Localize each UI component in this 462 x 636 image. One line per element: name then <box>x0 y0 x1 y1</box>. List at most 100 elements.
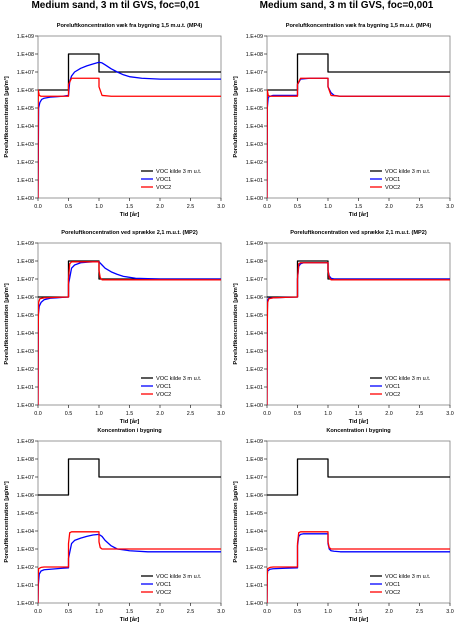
y-tick-label: 1.E+00 <box>246 196 263 202</box>
series-line-2 <box>267 262 450 405</box>
x-axis-label: Tid [år] <box>349 211 369 218</box>
x-tick-label: 1.0 <box>324 204 332 210</box>
x-tick-label: 1.0 <box>324 609 332 615</box>
y-tick-label: 1.E+00 <box>246 403 263 409</box>
x-tick-label: 2.5 <box>416 411 424 417</box>
y-tick-label: 1.E+06 <box>246 295 263 301</box>
y-tick-label: 1.E+02 <box>246 565 263 571</box>
series-line-2 <box>38 533 221 603</box>
legend-label: VOC kilde 3 m u.t. <box>385 574 431 580</box>
series-line-1 <box>38 458 221 496</box>
y-axis-label: Poreluftkoncentration [µg/m³] <box>3 76 10 157</box>
y-axis-label: Poreluftkoncentration [µg/m³] <box>3 481 10 562</box>
legend-label: VOC1 <box>156 582 171 588</box>
legend-label: VOC1 <box>385 384 400 390</box>
y-tick-label: 1.E+04 <box>246 331 263 337</box>
x-tick-label: 0.0 <box>34 204 42 210</box>
y-tick-label: 1.E+09 <box>246 439 263 445</box>
y-tick-label: 1.E+03 <box>17 142 34 148</box>
chart-panel-1: Poreluftkoncentration væk fra bygning 1,… <box>3 23 225 218</box>
x-tick-label: 2.0 <box>156 609 164 615</box>
x-tick-label: 2.5 <box>416 204 424 210</box>
y-tick-label: 1.E+07 <box>17 277 34 283</box>
y-tick-label: 1.E+02 <box>17 160 34 166</box>
y-tick-label: 1.E+07 <box>246 277 263 283</box>
x-tick-label: 1.0 <box>95 609 103 615</box>
y-tick-label: 1.E+08 <box>17 259 34 265</box>
chart-panel-3: Poreluftkoncentration ved sprække 2,1 m.… <box>3 230 225 425</box>
y-tick-label: 1.E+01 <box>246 178 263 184</box>
y-tick-label: 1.E+01 <box>17 178 34 184</box>
series-line-3 <box>267 262 450 405</box>
x-tick-label: 1.0 <box>95 411 103 417</box>
y-tick-label: 1.E+00 <box>246 601 263 607</box>
y-axis-label: Poreluftkoncentration [µg/m³] <box>232 76 239 157</box>
y-tick-label: 1.E+03 <box>246 349 263 355</box>
series-line-3 <box>267 531 450 603</box>
y-tick-label: 1.E+05 <box>246 511 263 517</box>
y-tick-label: 1.E+09 <box>17 439 34 445</box>
x-tick-label: 0.0 <box>34 411 42 417</box>
series-line-2 <box>38 61 221 198</box>
column-title-right: Medium sand, 3 m til GVS, foc=0,001 <box>259 0 434 11</box>
x-tick-label: 1.5 <box>355 204 363 210</box>
x-tick-label: 2.0 <box>156 411 164 417</box>
y-tick-label: 1.E+04 <box>246 529 263 535</box>
x-tick-label: 0.5 <box>294 609 302 615</box>
legend-label: VOC1 <box>385 177 400 183</box>
y-tick-label: 1.E+03 <box>246 142 263 148</box>
y-tick-label: 1.E+03 <box>246 547 263 553</box>
column-title-left: Medium sand, 3 m til GVS, foc=0,01 <box>31 0 200 11</box>
x-axis-label: Tid [år] <box>120 418 140 425</box>
y-tick-label: 1.E+07 <box>246 475 263 481</box>
chart-title: Poreluftkoncentration ved sprække 2,1 m.… <box>290 230 427 236</box>
y-tick-label: 1.E+03 <box>17 349 34 355</box>
chart-panel-6: Koncentration i bygning 1.E+00 1.E+01 1.E+0… <box>232 428 454 623</box>
series-line-2 <box>38 261 221 405</box>
x-tick-label: 1.0 <box>95 204 103 210</box>
x-tick-label: 3.0 <box>446 609 454 615</box>
x-tick-label: 3.0 <box>446 411 454 417</box>
x-tick-label: 2.0 <box>385 609 393 615</box>
x-axis-label: Tid [år] <box>120 211 140 218</box>
y-tick-label: 1.E+02 <box>17 367 34 373</box>
x-tick-label: 2.0 <box>156 204 164 210</box>
legend-label: VOC2 <box>156 185 171 191</box>
x-tick-label: 3.0 <box>217 411 225 417</box>
legend-label: VOC1 <box>385 582 400 588</box>
y-tick-label: 1.E+08 <box>246 259 263 265</box>
y-tick-label: 1.E+09 <box>17 34 34 40</box>
y-tick-label: 1.E+09 <box>17 241 34 247</box>
series-line-2 <box>267 533 450 603</box>
x-tick-label: 2.5 <box>416 609 424 615</box>
series-line-3 <box>267 77 450 198</box>
y-axis-label: Poreluftkoncentration [µg/m³] <box>232 283 239 364</box>
legend-label: VOC kilde 3 m u.t. <box>385 376 431 382</box>
y-tick-label: 1.E+09 <box>246 241 263 247</box>
x-tick-label: 0.0 <box>263 411 271 417</box>
x-axis-label: Tid [år] <box>349 418 369 425</box>
y-tick-label: 1.E+01 <box>17 385 34 391</box>
y-tick-label: 1.E+00 <box>17 403 34 409</box>
y-tick-label: 1.E+05 <box>246 313 263 319</box>
x-tick-label: 0.0 <box>263 204 271 210</box>
y-tick-label: 1.E+05 <box>17 106 34 112</box>
chart-panel-5: Koncentration i bygning 1.E+00 1.E+01 1.E+0… <box>3 428 225 623</box>
y-tick-label: 1.E+00 <box>17 601 34 607</box>
series-line-1 <box>267 458 450 496</box>
x-tick-label: 0.0 <box>263 609 271 615</box>
chart-panel-4: Poreluftkoncentration ved sprække 2,1 m.… <box>232 230 454 425</box>
y-tick-label: 1.E+07 <box>17 475 34 481</box>
x-tick-label: 0.5 <box>65 411 73 417</box>
x-axis-label: Tid [år] <box>349 616 369 623</box>
y-tick-label: 1.E+02 <box>17 565 34 571</box>
x-tick-label: 0.5 <box>294 204 302 210</box>
x-tick-label: 1.5 <box>126 411 134 417</box>
x-tick-label: 2.5 <box>187 609 195 615</box>
y-tick-label: 1.E+09 <box>246 34 263 40</box>
x-tick-label: 0.5 <box>65 609 73 615</box>
x-tick-label: 0.5 <box>294 411 302 417</box>
y-tick-label: 1.E+08 <box>246 457 263 463</box>
legend-label: VOC1 <box>156 384 171 390</box>
